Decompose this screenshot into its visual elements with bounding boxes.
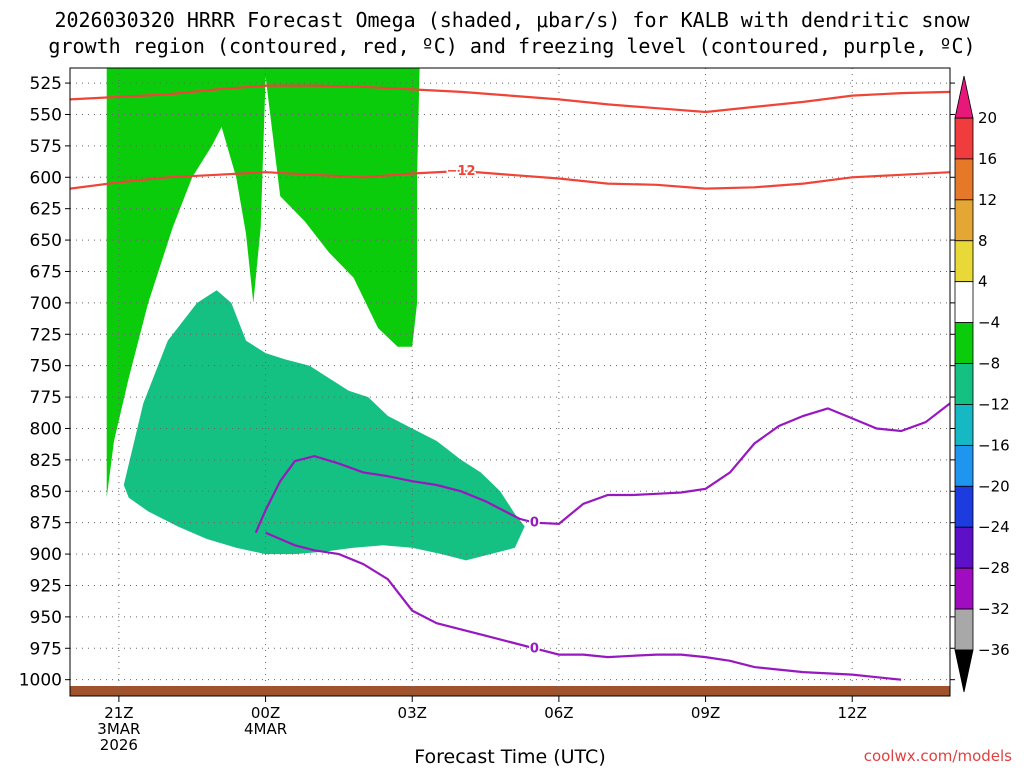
x-tick-label-0-2: 2026 [100,736,138,754]
colorbar-label-9: −20 [978,477,1010,495]
colorbar-label-0: 20 [978,109,997,127]
y-tick-label-625: 625 [30,200,62,220]
colorbar-label-6: −8 [978,355,1000,373]
x-tick-label-15-0: 12Z [838,704,867,722]
y-tick-label-700: 700 [30,294,62,314]
y-tick-label-750: 750 [30,357,62,377]
pressure-axis: 525 550 575 600 625 650 675 700 725 750 775 800 825 8… [19,74,955,691]
colorbar-bin-8 [954,444,974,487]
colorbar-bin-1 [954,158,974,201]
colorbar-label-4: 4 [978,273,988,291]
colorbar-label-13: −36 [978,641,1010,659]
y-tick-label-800: 800 [30,419,62,439]
y-tick-label-725: 725 [30,325,62,345]
colorbar-bin-4 [954,281,974,324]
colorbar-bin-3 [954,240,974,283]
contour-label-3: 0 [530,641,539,656]
colorbar-bin-0 [954,117,974,160]
colorbar-label-7: −12 [978,395,1010,413]
contour-line-1 [70,169,950,190]
y-tick-label-650: 650 [30,231,62,251]
contour-line-0 [70,84,950,114]
colorbar-bin-10 [954,526,974,569]
x-tick-label-3-1: 4MAR [244,720,287,738]
contour-line-3 [265,531,902,681]
colorbar-bin-11 [954,567,974,610]
chart-title-line-1: 2026030320 HRRR Forecast Omega (shaded, … [54,8,970,32]
colorbar-top-arrow [954,75,974,119]
colorbar-label-1: 16 [978,150,997,168]
contour-label-2: 0 [530,516,539,531]
colorbar-bin-7 [954,404,974,446]
y-tick-label-775: 775 [30,388,62,408]
y-tick-label-975: 975 [30,639,62,659]
colorbar-bin-9 [954,485,974,528]
colorbar-bottom-arrow [954,649,974,693]
colorbar-bin-6 [954,363,974,405]
y-tick-label-900: 900 [30,545,62,565]
colorbar-label-3: 8 [978,232,988,250]
colorbar-label-11: −28 [978,559,1010,577]
y-tick-label-925: 925 [30,576,62,596]
y-tick-label-600: 600 [30,168,62,188]
colorbar-label-8: −16 [978,436,1010,454]
y-tick-label-825: 825 [30,451,62,471]
x-tick-label-12-0: 09Z [691,704,720,722]
x-tick-label-0-1: 3MAR [97,720,140,738]
colorbar-bin-12 [954,608,974,651]
credit-text: coolwx.com/models [864,747,1012,765]
contour-layer: −12 0 0 [70,84,950,681]
y-tick-label-575: 575 [30,137,62,157]
x-tick-label-6-0: 03Z [398,704,427,722]
contour-line-2 [254,402,950,534]
omega-shading-layer [106,68,647,561]
colorbar-label-10: −24 [978,518,1010,536]
y-tick-label-875: 875 [30,514,62,534]
chart-title-line-2: growth region (contoured, red, ºC) and f… [48,34,975,58]
colorbar-label-5: −4 [978,314,1000,332]
colorbar: 20 16 12 8 4 −4 −8 −12 −16 −20 −24 −28 −32 −36 [954,75,1010,693]
colorbar-bin-5 [954,322,974,364]
y-tick-label-525: 525 [30,74,62,94]
y-tick-label-675: 675 [30,262,62,282]
y-tick-label-1000: 1000 [19,671,62,691]
y-tick-label-550: 550 [30,105,62,125]
y-tick-label-850: 850 [30,482,62,502]
x-tick-label-9-0: 06Z [544,704,573,722]
colorbar-bin-2 [954,199,974,242]
x-axis-label: Forecast Time (UTC) [414,746,605,768]
contour-label-1: −12 [447,164,476,179]
terrain-band [70,686,950,696]
y-tick-label-950: 950 [30,608,62,628]
colorbar-label-2: 12 [978,191,997,209]
plot-frame [69,67,951,697]
omega-region-0 [106,68,647,498]
x-tick-label-3-0: 00Z [251,704,280,722]
x-tick-label-0-0: 21Z [104,704,133,722]
colorbar-label-12: −32 [978,600,1010,618]
omega-region-1 [123,290,525,561]
